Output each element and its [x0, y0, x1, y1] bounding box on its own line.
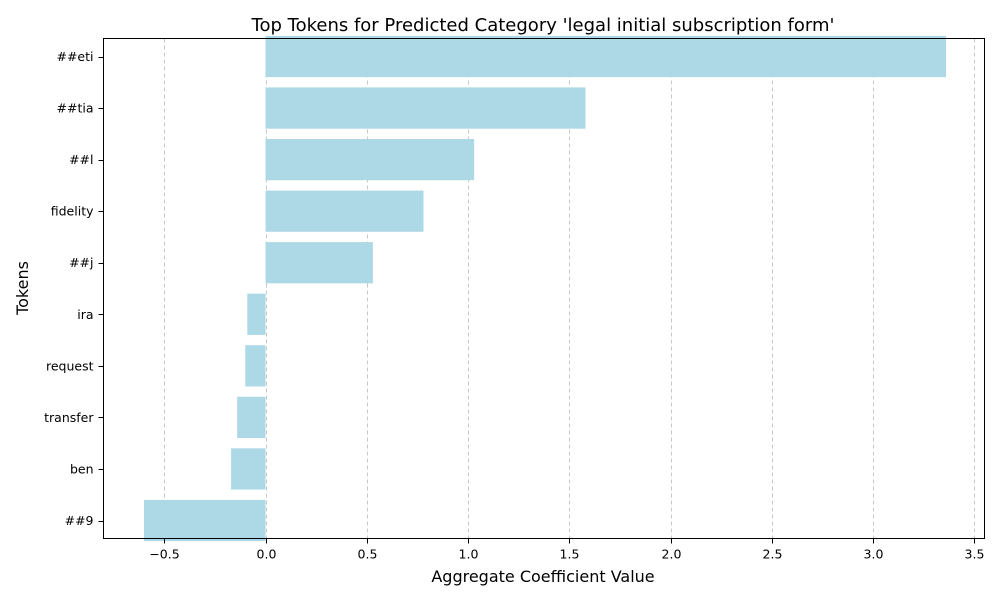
bar-ira	[247, 293, 266, 335]
y-tick-label: transfer	[44, 410, 94, 425]
bar-ben	[231, 448, 266, 490]
chart-title: Top Tokens for Predicted Category 'legal…	[251, 15, 835, 36]
y-axis-label: Tokens	[13, 261, 32, 316]
x-tick-label: 3.0	[864, 547, 884, 562]
y-tick-label: ##tia	[57, 101, 94, 116]
x-tick-label: 2.5	[763, 547, 783, 562]
bar-l	[265, 138, 475, 181]
bar-j	[265, 242, 373, 284]
y-tick-label: ##j	[69, 255, 93, 270]
y-tick-label: ##l	[69, 152, 93, 167]
bar-tia	[265, 87, 586, 129]
x-tick-label: 2.0	[662, 547, 682, 562]
y-tick-label: fidelity	[51, 204, 94, 219]
bar-eti	[265, 35, 947, 78]
y-tick-label: request	[46, 358, 94, 373]
bars	[144, 35, 947, 542]
y-tick-label: ben	[70, 461, 94, 476]
x-tick-label: −0.5	[149, 547, 179, 562]
x-tick-label: 0.5	[358, 547, 378, 562]
y-axis: ##eti ##tia ##l fidelity ##j ira request transf…	[44, 49, 104, 528]
x-tick-label: 0.0	[257, 547, 277, 562]
grid-lines	[164, 38, 975, 539]
bar-9	[144, 499, 266, 542]
x-axis: −0.5 0.0 0.5 1.0 1.5 2.0 2.5 3.0 3.5	[149, 538, 985, 562]
x-tick-label: 3.5	[965, 547, 985, 562]
x-tick-label: 1.5	[560, 547, 580, 562]
plot-frame	[103, 38, 985, 539]
x-axis-label: Aggregate Coefficient Value	[431, 567, 654, 586]
x-tick-label: 1.0	[459, 547, 479, 562]
y-tick-label: ##eti	[56, 49, 93, 64]
y-tick-label: ira	[77, 307, 93, 322]
bar-fidelity	[265, 190, 424, 232]
bar-request	[245, 345, 266, 387]
y-tick-label: ##9	[65, 513, 94, 528]
bar-transfer	[237, 396, 266, 439]
